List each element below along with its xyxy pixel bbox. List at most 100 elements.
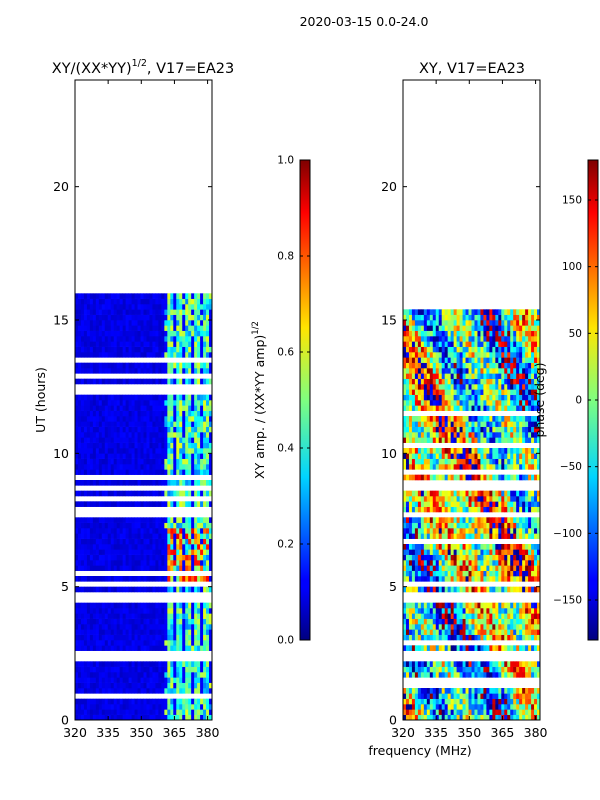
heatmap-cell (525, 634, 529, 641)
heatmap-cell (444, 688, 449, 694)
heatmap-cell (110, 325, 115, 331)
heatmap-cell (483, 693, 487, 699)
heatmap-cell (459, 672, 463, 678)
heatmap-cell (510, 506, 514, 513)
heatmap-cell (486, 698, 490, 705)
heatmap-cell (140, 549, 144, 555)
heatmap-cell (516, 544, 520, 550)
heatmap-cell (110, 298, 115, 305)
heatmap-cell (179, 688, 183, 694)
heatmap-cell (179, 410, 183, 417)
heatmap-cell (113, 293, 118, 299)
heatmap-cell (197, 432, 201, 438)
heatmap-cell (173, 448, 177, 454)
heatmap-cell (435, 549, 440, 555)
heatmap-cell (405, 560, 410, 566)
heatmap-cell (528, 517, 532, 523)
heatmap-cell (471, 570, 475, 577)
heatmap-cell (134, 586, 138, 593)
heatmap-cell (519, 565, 523, 571)
heatmap-cell (471, 421, 475, 427)
heatmap-cell (501, 453, 505, 459)
heatmap-cell (403, 661, 407, 667)
heatmap-cell (191, 368, 195, 374)
heatmap-cell (456, 448, 460, 454)
heatmap-cell (161, 629, 165, 635)
heatmap-cell (110, 618, 115, 625)
heatmap-cell (86, 448, 91, 454)
heatmap-cell (510, 474, 514, 481)
heatmap-cell (522, 586, 526, 593)
heatmap-cell (492, 666, 496, 673)
heatmap-cell (89, 410, 94, 417)
heatmap-cell (403, 666, 407, 673)
heatmap-cell (134, 544, 138, 550)
heatmap-cell (167, 314, 171, 321)
heatmap-cell (110, 624, 115, 630)
heatmap-cell (531, 618, 535, 625)
heatmap-cell (200, 618, 204, 625)
heatmap-cell (125, 709, 130, 715)
heatmap-cell (107, 432, 112, 438)
heatmap-cell (408, 448, 413, 454)
heatmap-cell (146, 677, 150, 683)
heatmap-cell (179, 309, 183, 315)
heatmap-cell (408, 709, 413, 715)
heatmap-cell (164, 325, 168, 331)
heatmap-cell (77, 704, 82, 710)
heatmap-cell (465, 453, 469, 459)
heatmap-cell (191, 352, 195, 358)
heatmap-cell (80, 528, 85, 534)
heatmap-cell (113, 533, 118, 539)
heatmap-cell (185, 618, 189, 625)
heatmap-cell (435, 634, 440, 641)
heatmap-cell (501, 490, 505, 497)
heatmap-cell (429, 576, 434, 582)
heatmap-cell (405, 624, 410, 630)
heatmap-cell (167, 640, 171, 646)
heatmap-cell (486, 458, 490, 465)
heatmap-cell (104, 618, 109, 625)
amp-title-main: XY/(XX*YY) (52, 61, 132, 77)
heatmap-cell (426, 416, 431, 422)
heatmap-cell (77, 298, 82, 305)
heatmap-cell (417, 714, 422, 720)
heatmap-cell (119, 309, 124, 315)
heatmap-cell (471, 528, 475, 534)
heatmap-cell (420, 501, 425, 507)
heatmap-cell (185, 298, 189, 305)
heatmap-cell (86, 634, 91, 641)
heatmap-cell (477, 501, 481, 507)
heatmap-cell (95, 448, 100, 454)
heatmap-cell (528, 629, 532, 635)
heatmap-cell (191, 565, 195, 571)
heatmap-cell (161, 608, 165, 614)
heatmap-cell (125, 336, 130, 342)
heatmap-cell (86, 469, 91, 475)
heatmap-cell (170, 565, 174, 571)
heatmap-cell (134, 346, 138, 353)
heatmap-cell (480, 496, 484, 502)
heatmap-cell (173, 554, 177, 561)
heatmap-cell (525, 544, 529, 550)
heatmap-cell (450, 549, 455, 555)
heatmap-cell (498, 602, 502, 609)
heatmap-cell (528, 688, 532, 694)
heatmap-cell (522, 698, 526, 705)
heatmap-cell (89, 672, 94, 678)
heatmap-cell (200, 704, 204, 710)
heatmap-cell (194, 426, 198, 433)
heatmap-cell (450, 416, 455, 422)
heatmap-cell (101, 378, 106, 385)
heatmap-cell (477, 522, 481, 529)
heatmap-cell (125, 490, 130, 497)
heatmap-cell (95, 586, 100, 593)
heatmap-cell (98, 544, 103, 550)
heatmap-cell (152, 469, 156, 475)
heatmap-cell (465, 405, 469, 411)
heatmap-cell (92, 709, 97, 715)
heatmap-cell (513, 608, 517, 614)
heatmap-cell (492, 629, 496, 635)
heatmap-cell (95, 501, 100, 507)
heatmap-cell (125, 405, 130, 411)
